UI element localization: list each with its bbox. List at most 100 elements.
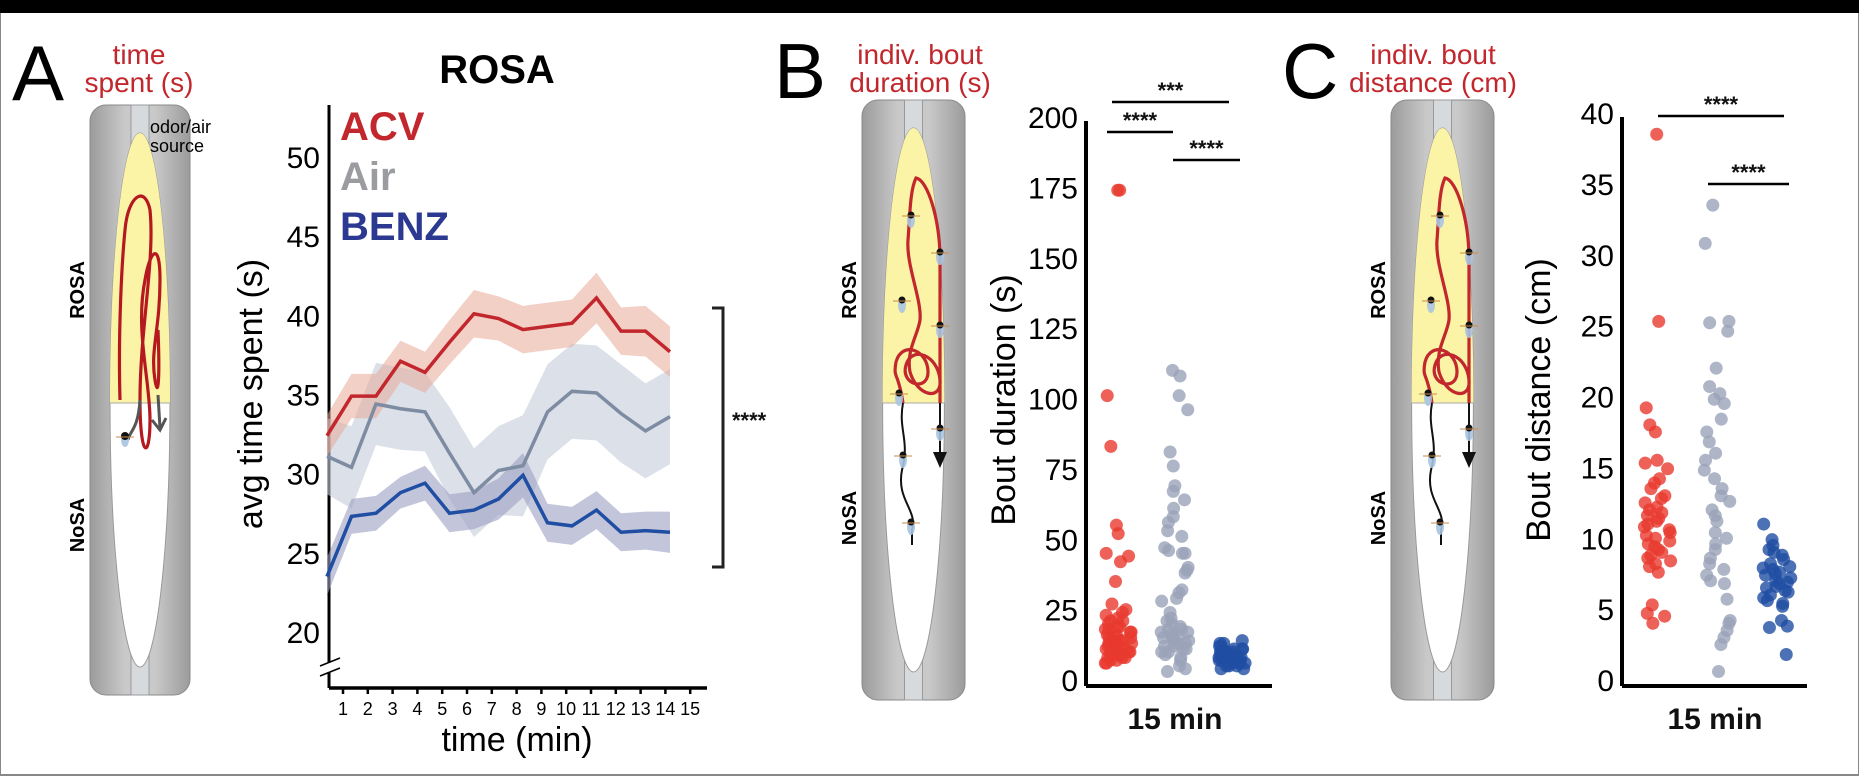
axis-break-mark (319, 667, 341, 677)
data-point-acv (1110, 653, 1124, 667)
arrow-down-icon (933, 452, 947, 468)
data-point-acv (1661, 462, 1675, 476)
data-point-air (1178, 566, 1192, 580)
y-tick-label: 5 (1597, 594, 1614, 627)
data-point-air (1160, 665, 1174, 679)
panel-c-label-line1: indiv. bout (1370, 39, 1496, 70)
significance-stars: **** (1189, 136, 1224, 161)
trajectory-c (1419, 176, 1478, 545)
data-point-air (1158, 648, 1172, 662)
data-point-air (1723, 494, 1737, 508)
data-point-acv (1651, 565, 1665, 579)
data-point-air (1699, 453, 1713, 467)
panel-letter-c: C (1282, 27, 1338, 115)
significance-bracket (712, 306, 725, 569)
y-tick-label: 25 (1045, 595, 1078, 628)
data-point-acv (1638, 456, 1652, 470)
data-point-acv (1650, 453, 1664, 467)
data-point-acv (1099, 546, 1113, 560)
y-tick-label: 30 (287, 459, 320, 492)
x-tick-label: 2 (363, 699, 373, 719)
x-tick-label: 3 (388, 699, 398, 719)
y-tick-label: 10 (1581, 523, 1614, 556)
fly-icon (1431, 518, 1449, 535)
data-point-acv (1109, 574, 1123, 588)
fly-body (907, 518, 915, 526)
x-tick-label: 4 (412, 699, 422, 719)
data-point-air (1702, 435, 1716, 449)
data-point-benz (1759, 568, 1773, 582)
legend-air: Air (340, 155, 396, 199)
data-point-air (1704, 574, 1718, 588)
x-tick-label: 8 (512, 699, 522, 719)
data-point-acv (1100, 389, 1114, 403)
y-axis-title-b: Bout duration (s) (985, 274, 1023, 525)
panel-a-label-line2: spent (s) (85, 67, 194, 98)
fly-body (899, 451, 907, 459)
y-axis-title-c: Bout distance (cm) (1520, 258, 1558, 541)
top-border (0, 0, 1859, 13)
panel-b-label-line2: duration (s) (849, 67, 991, 98)
fly-body (1436, 518, 1444, 526)
sem-band-acv (327, 272, 670, 457)
legend-acv: ACV (340, 105, 425, 149)
data-point-air (1717, 577, 1731, 591)
x-tick-label: 11 (582, 699, 601, 719)
fly-icon (1460, 248, 1478, 265)
fly-icon (902, 211, 920, 228)
x-tick-label: 13 (631, 699, 651, 719)
fly-body (1424, 389, 1432, 397)
data-point-air (1170, 591, 1184, 605)
data-point-benz (1757, 517, 1771, 531)
data-point-benz (1780, 619, 1794, 633)
x-tick-label: 14 (655, 699, 675, 719)
fly-icon (1419, 389, 1437, 406)
fly-icon (931, 424, 949, 441)
data-point-benz (1760, 594, 1774, 608)
data-point-air (1722, 314, 1736, 328)
data-point-benz (1781, 585, 1795, 599)
significance-stars: **** (1123, 108, 1158, 133)
data-point-benz (1214, 662, 1228, 676)
significance-stars: **** (732, 408, 767, 433)
data-point-air (1172, 389, 1186, 403)
data-point-air (1720, 592, 1734, 606)
fly-body (936, 248, 944, 256)
data-point-air (1175, 529, 1189, 543)
fly-body (1436, 211, 1444, 219)
y-tick-label: 0 (1597, 665, 1614, 698)
data-point-benz (1237, 662, 1251, 676)
data-point-air (1166, 459, 1180, 473)
y-tick-label: 200 (1028, 102, 1078, 135)
odor-source-label-line1: odor/air (150, 117, 211, 137)
data-point-acv (1644, 482, 1658, 496)
data-point-air (1697, 463, 1711, 477)
chart-title: ROSA (439, 48, 555, 92)
y-tick-label: 0 (1061, 665, 1078, 698)
legend-benz: BENZ (340, 205, 449, 249)
data-point-air (1703, 316, 1717, 330)
y-tick-label: 125 (1028, 313, 1078, 346)
data-point-air (1707, 392, 1721, 406)
y-tick-label: 175 (1028, 172, 1078, 205)
y-tick-label: 20 (287, 617, 320, 650)
fly-icon (894, 451, 912, 468)
data-point-air (1155, 594, 1169, 608)
x-category-label-c: 15 min (1667, 703, 1762, 736)
panel-c-label-line2: distance (cm) (1349, 67, 1517, 98)
x-tick-label: 5 (437, 699, 447, 719)
trajectory-in-nosa (899, 402, 915, 545)
y-tick-label: 25 (287, 538, 320, 571)
x-axis-title: time (min) (441, 721, 592, 759)
y-axis-title: avg time spent (s) (232, 259, 270, 529)
data-point-air (1712, 664, 1726, 678)
y-tick-label: 150 (1028, 243, 1078, 276)
y-tick-label: 25 (1581, 311, 1614, 344)
fly-icon (893, 296, 911, 313)
data-point-air (1714, 412, 1728, 426)
data-point-acv (1664, 554, 1678, 568)
fly-icon (1460, 424, 1478, 441)
data-point-benz (1783, 560, 1797, 574)
x-tick-label: 15 (680, 699, 700, 719)
